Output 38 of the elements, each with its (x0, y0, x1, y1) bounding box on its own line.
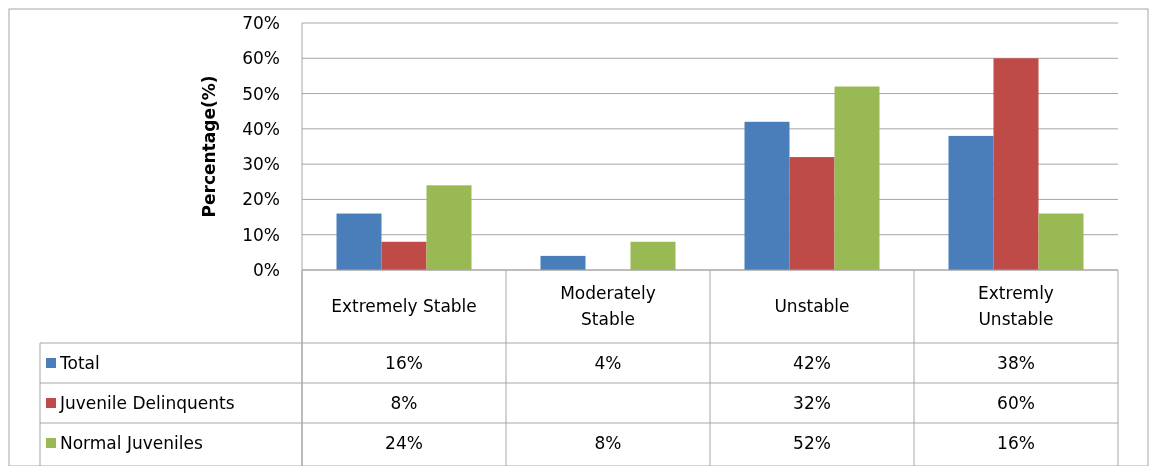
data-label: 4% (594, 352, 622, 373)
y-tick-label: 0% (253, 259, 280, 280)
legend-label: Juvenile Delinquents (59, 392, 235, 413)
data-label: 8% (390, 392, 418, 413)
bar (744, 121, 790, 270)
data-label: 24% (385, 432, 423, 453)
bar (381, 241, 427, 270)
bar (336, 213, 382, 270)
y-tick-label: 40% (242, 118, 280, 139)
y-tick-label: 60% (242, 48, 280, 69)
bar (426, 185, 472, 270)
bar (1038, 213, 1084, 270)
bar (834, 86, 880, 270)
bar (789, 157, 835, 270)
data-label: 16% (385, 352, 423, 373)
data-label: 60% (997, 392, 1035, 413)
y-tick-label: 10% (242, 224, 280, 245)
y-tick-label: 30% (242, 154, 280, 175)
x-tick-label: Moderately Stable (560, 283, 656, 330)
data-label: 42% (793, 352, 831, 373)
bar (540, 255, 586, 270)
data-label: 52% (793, 432, 831, 453)
y-tick-label: 70% (242, 12, 280, 33)
data-label: 8% (594, 432, 622, 453)
data-label: 32% (793, 392, 831, 413)
data-label: 16% (997, 432, 1035, 453)
y-tick-label: 20% (242, 189, 280, 210)
bar (948, 135, 994, 270)
legend-label: Normal Juveniles (60, 432, 203, 453)
y-axis-title: Percentage(%) (199, 75, 219, 218)
bar (993, 58, 1039, 270)
data-label: 38% (997, 352, 1035, 373)
legend-label: Total (59, 352, 100, 373)
bar (630, 241, 676, 270)
x-tick-label: Extremly Unstable (978, 283, 1054, 330)
y-tick-label: 50% (242, 83, 280, 104)
x-tick-label: Extremely Stable (331, 296, 477, 317)
x-tick-label: Unstable (774, 296, 850, 317)
